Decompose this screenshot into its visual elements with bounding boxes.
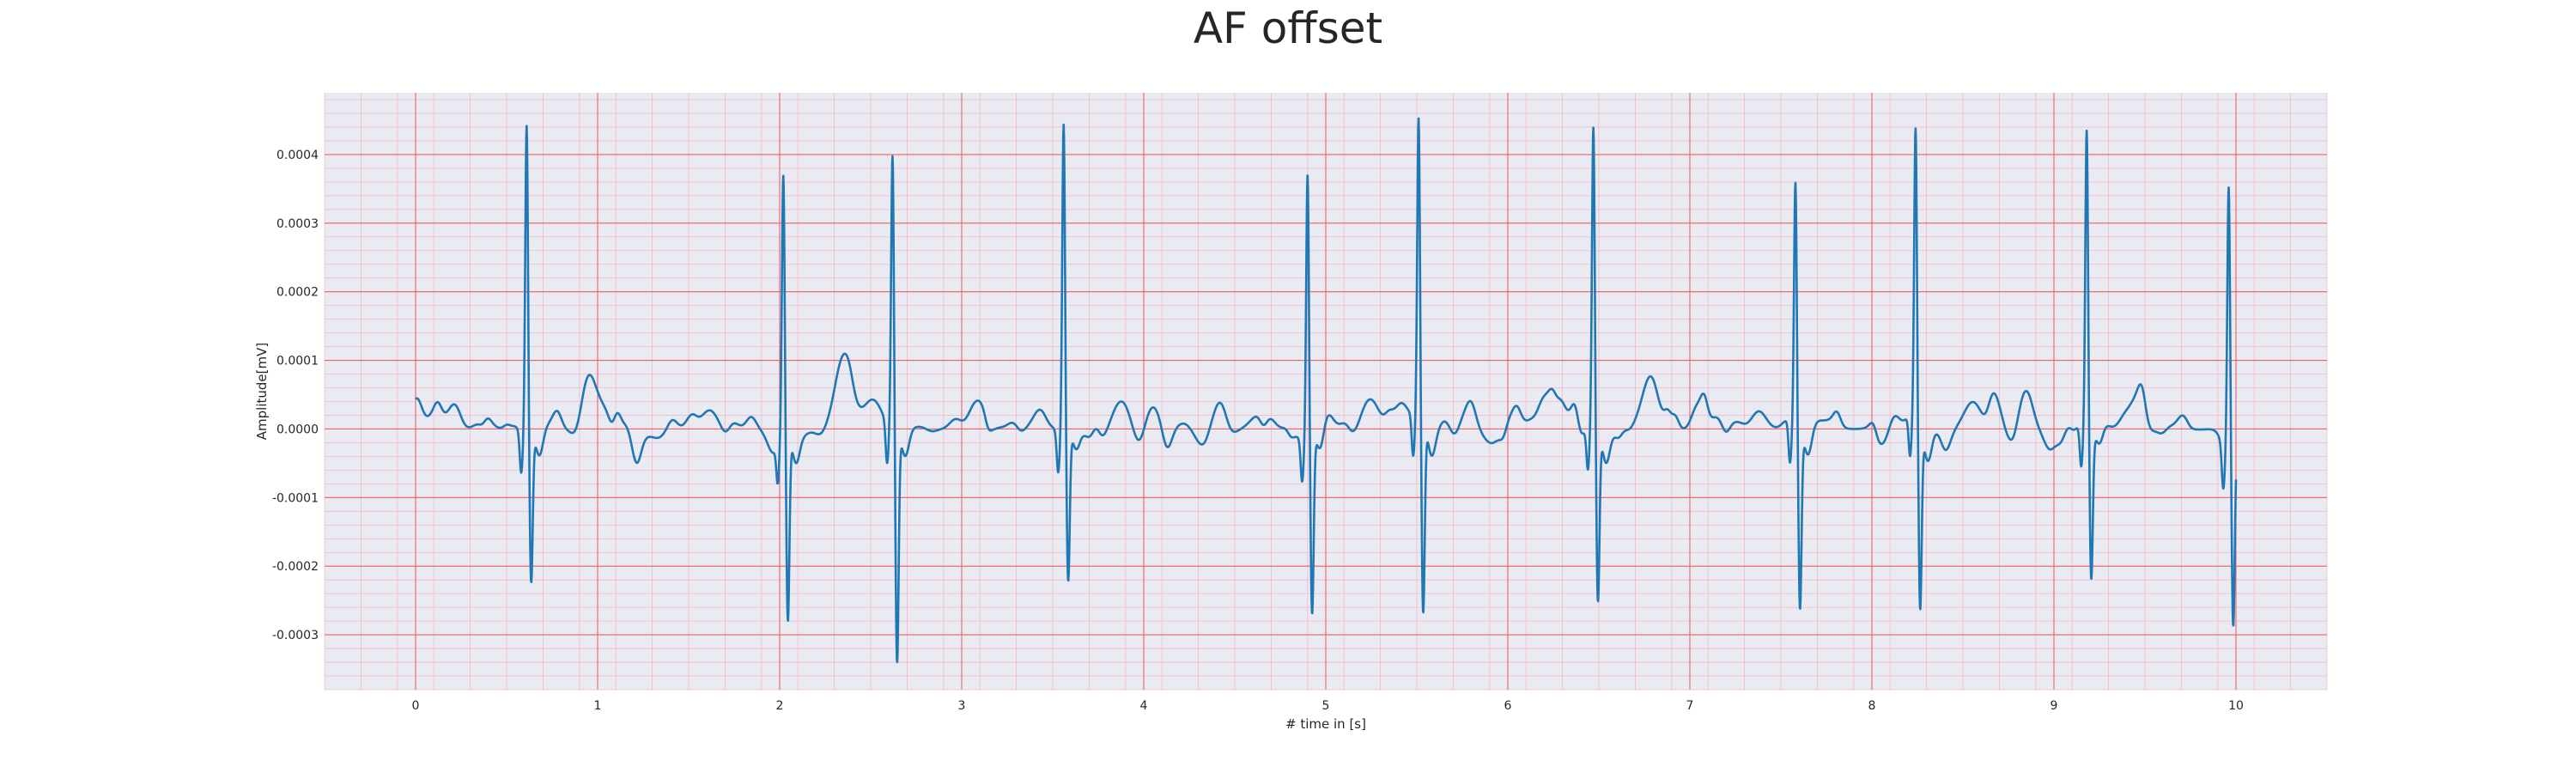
y-tick-label: -0.0002 xyxy=(272,560,319,574)
y-tick-label: 0.0002 xyxy=(276,286,319,300)
x-tick-label: 3 xyxy=(958,699,966,713)
x-tick-label: 10 xyxy=(2228,699,2244,713)
y-tick-label: 0.0001 xyxy=(276,355,319,368)
y-tick-label: 0.0004 xyxy=(276,149,319,162)
major-grid xyxy=(325,93,2327,690)
x-tick-label: 7 xyxy=(1686,699,1694,713)
x-axis-label: # time in [s] xyxy=(1285,716,1366,732)
y-axis-label: Amplitude[mV] xyxy=(254,343,270,440)
x-tick-label: 0 xyxy=(412,699,420,713)
x-tick-label: 6 xyxy=(1504,699,1512,713)
x-tick-labels: 0 1 2 3 4 5 6 7 8 9 10 xyxy=(412,699,2244,713)
x-tick-label: 1 xyxy=(594,699,602,713)
y-tick-label: 0.0003 xyxy=(276,217,319,231)
chart-title: AF offset xyxy=(1193,3,1383,53)
x-tick-label: 8 xyxy=(1868,699,1876,713)
series-line xyxy=(415,117,2238,664)
y-tick-labels: -0.0003 -0.0002 -0.0001 0.0000 0.0001 0.0002 0… xyxy=(272,149,319,642)
x-tick-label: 2 xyxy=(776,699,784,713)
x-tick-label: 4 xyxy=(1140,699,1148,713)
x-tick-label: 5 xyxy=(1322,699,1330,713)
x-tick-label: 9 xyxy=(2050,699,2058,713)
y-tick-label: -0.0003 xyxy=(272,629,319,642)
y-tick-label: 0.0000 xyxy=(276,423,319,436)
y-tick-label: -0.0001 xyxy=(272,491,319,505)
